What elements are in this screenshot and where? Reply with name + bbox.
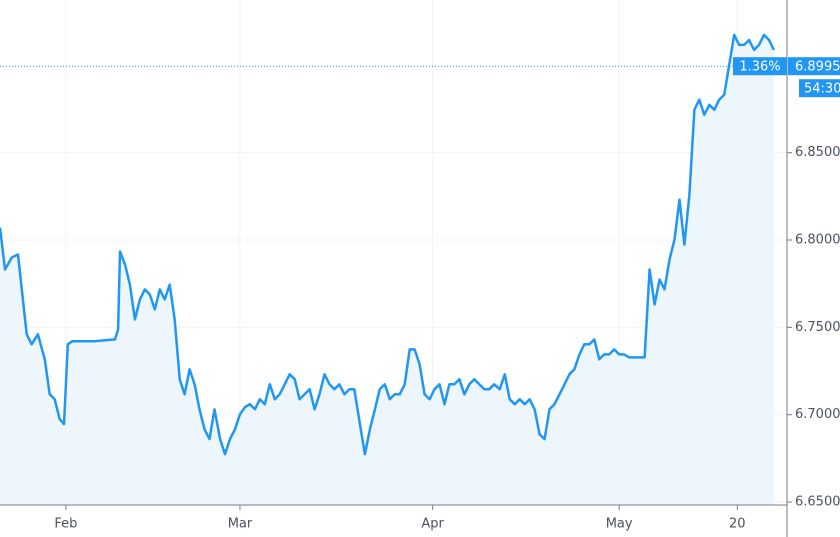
y-tick-label: 6.7500 — [795, 320, 840, 335]
y-tick-label: 6.8000 — [795, 233, 840, 248]
change-badge — [733, 57, 787, 76]
countdown-label: 54:30 — [804, 82, 840, 97]
y-tick-label: 6.8500 — [795, 145, 840, 160]
x-tick-label: Mar — [228, 517, 253, 532]
price-badge — [788, 57, 840, 76]
countdown-badge — [799, 79, 840, 98]
price-label: 6.8995 — [795, 60, 840, 75]
x-tick-label: Apr — [421, 517, 444, 532]
price-line — [0, 33, 776, 456]
x-tick-label: May — [606, 517, 633, 532]
y-tick-label: 6.6500 — [795, 495, 840, 510]
x-tick-label: 20 — [729, 517, 746, 532]
change-label: 1.36% — [739, 60, 780, 75]
y-tick-label: 6.7000 — [795, 407, 840, 422]
area-fill — [0, 34, 774, 506]
x-tick-label: Feb — [54, 517, 77, 532]
